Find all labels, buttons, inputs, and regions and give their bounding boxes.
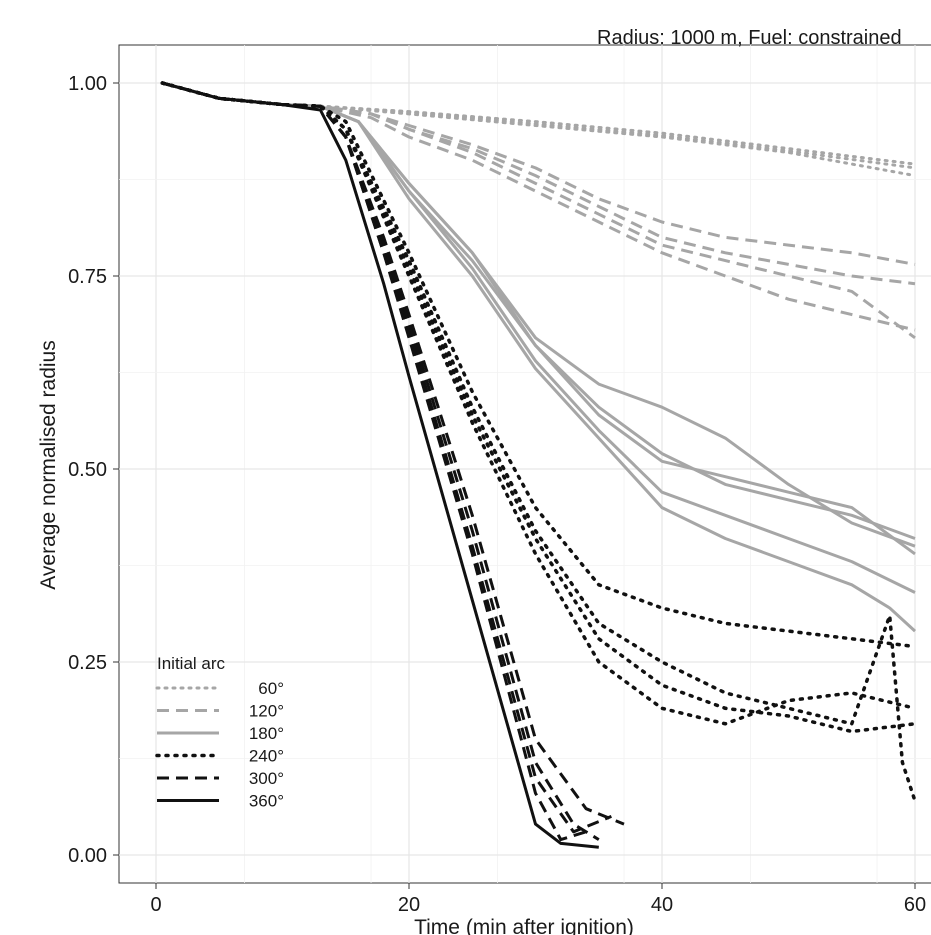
legend-label: 180° <box>249 724 284 743</box>
y-tick-label: 1.00 <box>68 73 107 95</box>
y-tick-label: 0.00 <box>68 845 107 867</box>
series-line <box>161 81 916 340</box>
series-line <box>160 81 917 803</box>
x-tick-label: 60 <box>904 894 926 916</box>
y-tick-label: 0.25 <box>68 652 107 674</box>
series-line <box>161 81 916 332</box>
y-tick-label: 0.50 <box>68 459 107 481</box>
series-group <box>160 81 917 849</box>
chart-title: Radius: 1000 m, Fuel: constrained <box>597 27 902 49</box>
y-axis-title: Average normalised radius <box>37 340 60 589</box>
legend-label: 240° <box>249 747 284 766</box>
legend: Initial arc 60° 120° 180° 240° 300° 360° <box>155 654 284 811</box>
series-line <box>161 81 916 286</box>
series-line <box>161 81 916 266</box>
x-tick-label: 40 <box>651 894 673 916</box>
legend-label: 120° <box>249 702 284 721</box>
legend-label: 60° <box>258 679 284 698</box>
y-tick-label: 0.75 <box>68 266 107 288</box>
x-ticks: 0 20 40 60 <box>150 883 926 916</box>
y-ticks: 0.00 0.25 0.50 0.75 1.00 <box>68 73 119 867</box>
legend-label: 300° <box>249 769 284 788</box>
series-line <box>161 81 599 849</box>
legend-title: Initial arc <box>157 654 226 673</box>
x-axis-title: Time (min after ignition) <box>414 916 634 935</box>
legend-label: 360° <box>249 792 284 811</box>
x-tick-label: 0 <box>150 894 161 916</box>
x-tick-label: 20 <box>398 894 420 916</box>
